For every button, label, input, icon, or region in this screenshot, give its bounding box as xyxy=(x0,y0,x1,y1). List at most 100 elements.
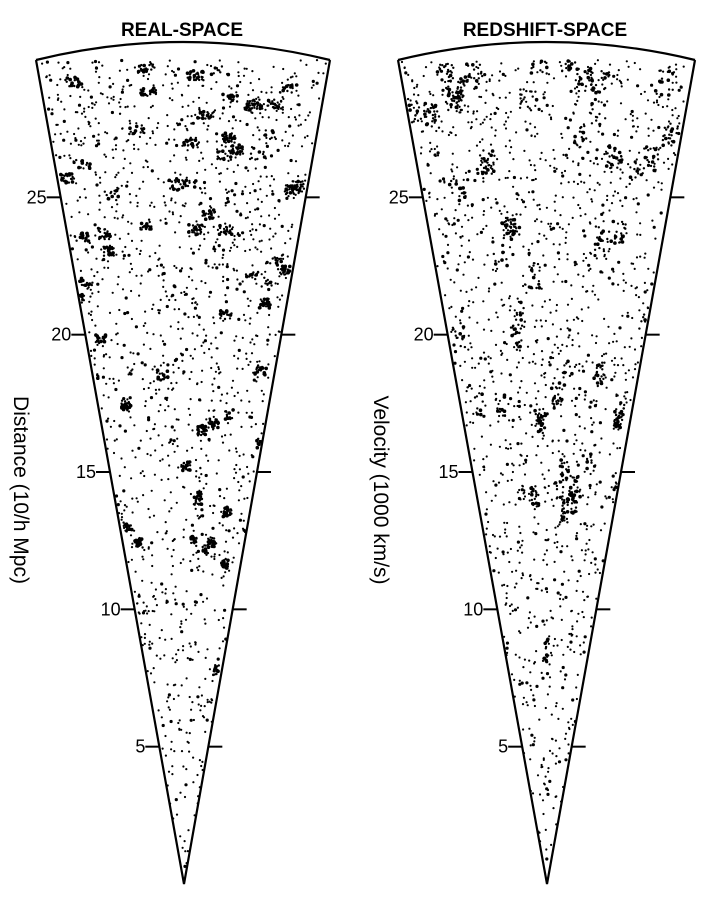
data-point xyxy=(595,403,598,406)
data-point xyxy=(83,136,86,139)
data-point xyxy=(503,234,506,237)
data-point xyxy=(595,148,599,152)
data-point xyxy=(577,273,580,276)
data-point xyxy=(529,109,533,112)
data-point xyxy=(216,425,220,430)
data-point xyxy=(517,194,520,197)
data-point xyxy=(578,75,581,79)
data-point xyxy=(161,272,164,275)
data-point xyxy=(509,237,514,241)
data-point xyxy=(488,163,491,167)
data-point xyxy=(208,422,211,425)
data-point xyxy=(553,377,556,380)
data-point xyxy=(515,569,518,572)
data-point xyxy=(509,229,512,233)
data-point xyxy=(248,100,252,103)
data-point xyxy=(490,149,495,153)
data-point xyxy=(676,127,679,130)
data-point xyxy=(180,291,183,294)
data-point xyxy=(585,290,588,293)
data-point xyxy=(478,63,482,66)
data-point xyxy=(551,451,554,455)
data-point xyxy=(202,570,205,573)
data-point xyxy=(574,79,577,82)
data-point xyxy=(204,544,207,547)
data-point xyxy=(196,695,200,699)
data-point xyxy=(161,747,164,750)
data-point xyxy=(613,190,617,193)
data-point xyxy=(212,504,215,507)
data-point xyxy=(610,202,614,205)
data-point xyxy=(80,301,84,304)
data-point xyxy=(576,182,580,186)
data-point xyxy=(180,93,183,96)
data-point xyxy=(544,396,547,399)
data-point xyxy=(483,386,486,389)
data-point xyxy=(208,539,212,543)
data-point xyxy=(88,300,91,303)
data-point xyxy=(503,341,507,345)
data-point xyxy=(122,397,126,401)
data-point xyxy=(598,451,601,454)
data-point xyxy=(574,404,577,408)
data-point xyxy=(129,122,132,125)
data-point xyxy=(164,734,167,738)
data-point xyxy=(65,202,68,205)
data-point xyxy=(254,158,257,161)
data-point xyxy=(80,283,84,287)
data-point xyxy=(202,328,205,331)
data-point xyxy=(480,392,484,397)
data-point xyxy=(154,143,157,146)
data-point xyxy=(163,374,166,378)
data-point xyxy=(154,89,158,92)
data-point xyxy=(594,493,597,496)
data-point xyxy=(87,312,90,315)
data-point xyxy=(177,321,180,324)
data-point xyxy=(428,191,431,194)
data-point xyxy=(621,314,624,317)
data-point xyxy=(659,92,664,97)
data-point xyxy=(196,490,199,494)
data-point xyxy=(275,118,278,122)
data-point xyxy=(286,270,289,273)
data-point xyxy=(667,88,671,91)
data-point xyxy=(202,716,206,719)
data-point xyxy=(413,86,416,90)
data-point xyxy=(449,106,453,109)
data-point xyxy=(304,179,307,182)
data-point xyxy=(265,175,268,178)
data-point xyxy=(208,419,212,422)
data-point xyxy=(112,382,115,385)
data-point xyxy=(211,526,215,530)
data-point xyxy=(532,694,535,697)
data-point xyxy=(292,180,295,183)
data-point xyxy=(198,565,201,568)
data-point xyxy=(478,154,482,157)
data-point xyxy=(568,727,571,731)
data-point xyxy=(518,386,522,389)
data-point xyxy=(562,376,565,379)
data-point xyxy=(529,684,532,687)
data-point xyxy=(613,409,617,414)
data-point xyxy=(152,514,156,517)
data-point xyxy=(571,344,574,347)
data-point xyxy=(194,604,197,607)
data-point xyxy=(572,483,576,486)
data-point xyxy=(169,438,173,442)
data-point xyxy=(208,668,211,671)
data-point xyxy=(590,83,593,87)
data-point xyxy=(164,754,167,757)
data-point xyxy=(115,173,118,176)
data-point xyxy=(159,657,162,660)
data-point xyxy=(164,592,167,595)
data-point xyxy=(93,223,97,227)
tick-label: 10 xyxy=(101,599,121,619)
data-point xyxy=(255,107,259,110)
data-point xyxy=(430,61,433,64)
data-point xyxy=(588,483,592,488)
data-point xyxy=(463,345,467,349)
data-point xyxy=(281,106,284,109)
data-point xyxy=(671,163,674,166)
data-point xyxy=(103,216,106,219)
data-point xyxy=(498,178,501,181)
